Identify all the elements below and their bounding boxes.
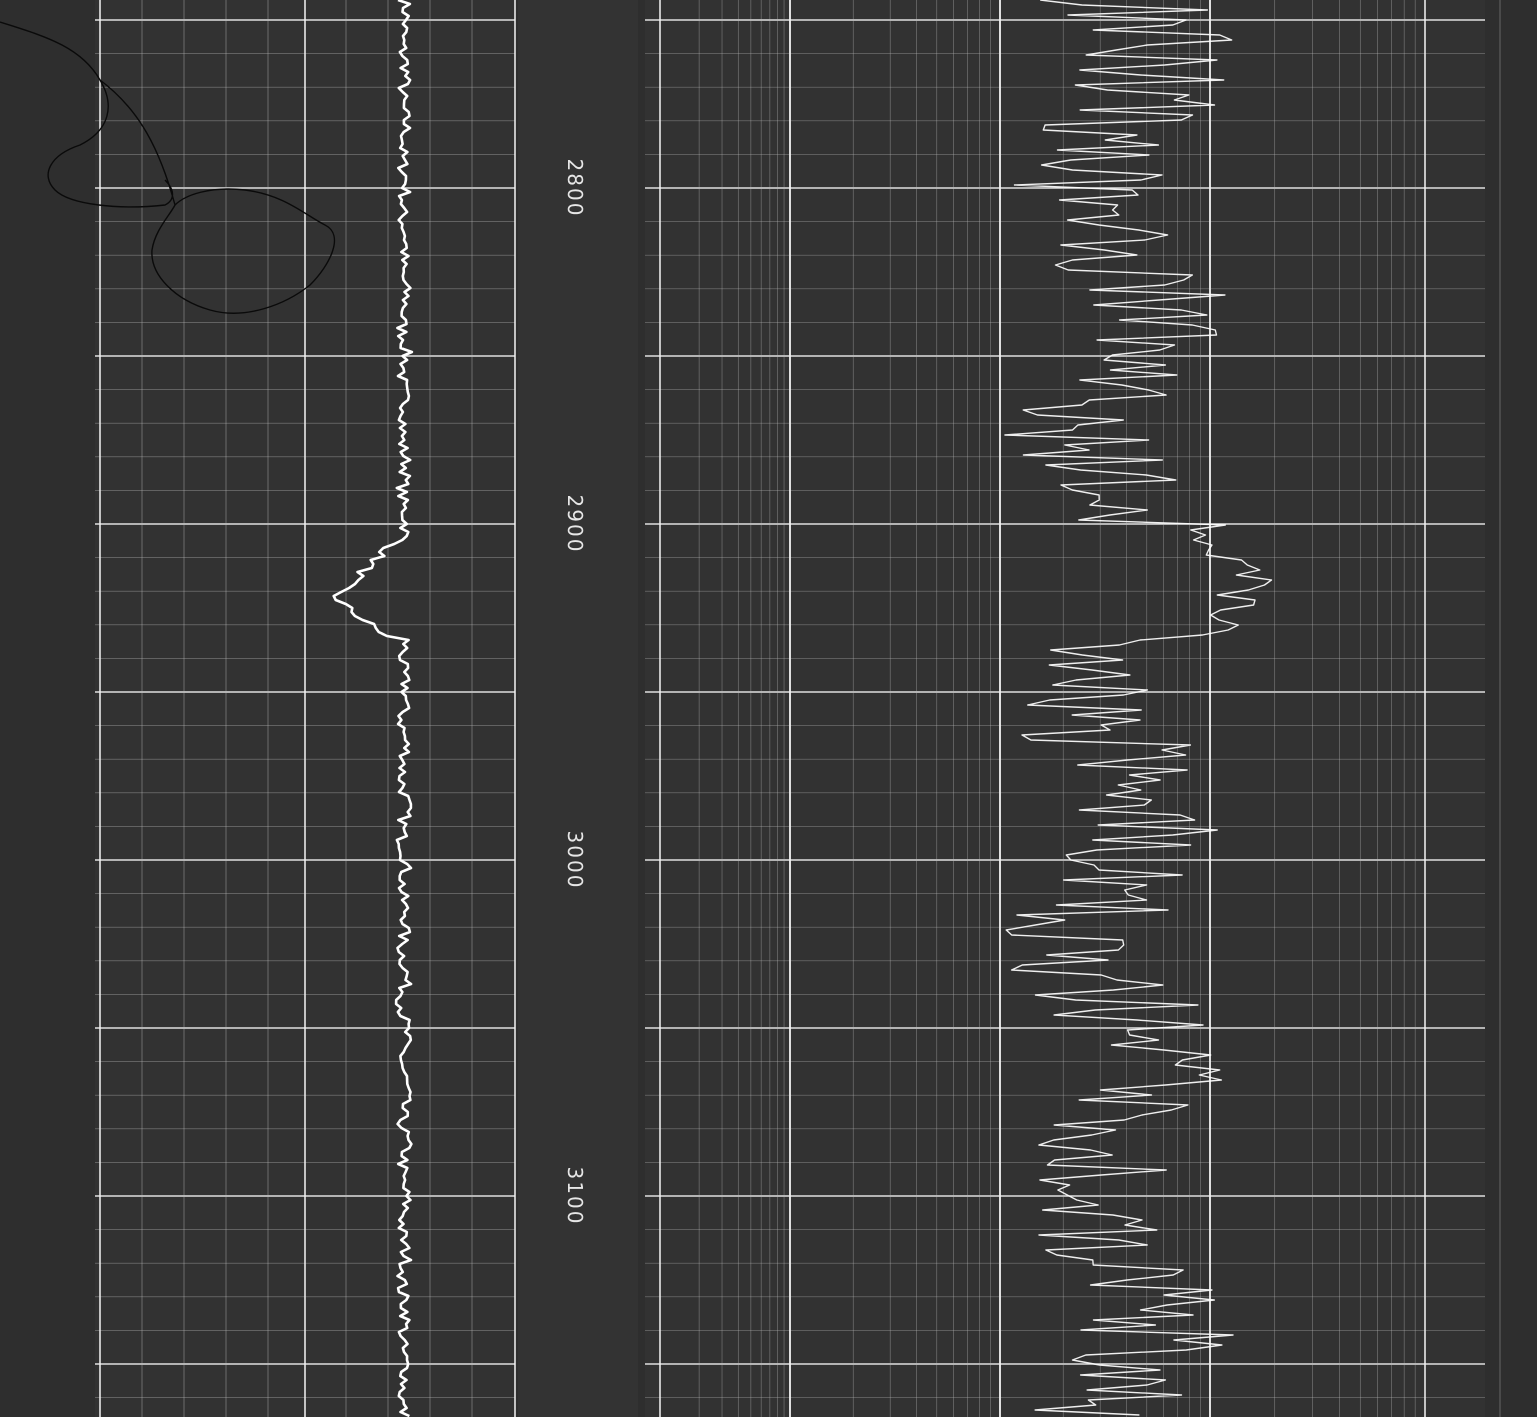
right-track-bg: [645, 0, 1485, 1417]
depth-label: 3100: [563, 1167, 587, 1226]
depth-label-group: 2800 2900 3000 3100: [563, 159, 587, 1226]
depth-strip-band: [518, 0, 638, 1417]
left-track: [95, 0, 516, 1417]
depth-label: 2900: [563, 495, 587, 554]
right-log-trace: [1004, 0, 1273, 1416]
depth-strip: 2800 2900 3000 3100: [518, 0, 638, 1417]
depth-label: 2800: [563, 159, 587, 218]
depth-label: 3000: [563, 831, 587, 890]
left-log-trace: [332, 0, 414, 1417]
overlay-scribble: [0, 21, 336, 314]
right-track: [645, 0, 1501, 1417]
